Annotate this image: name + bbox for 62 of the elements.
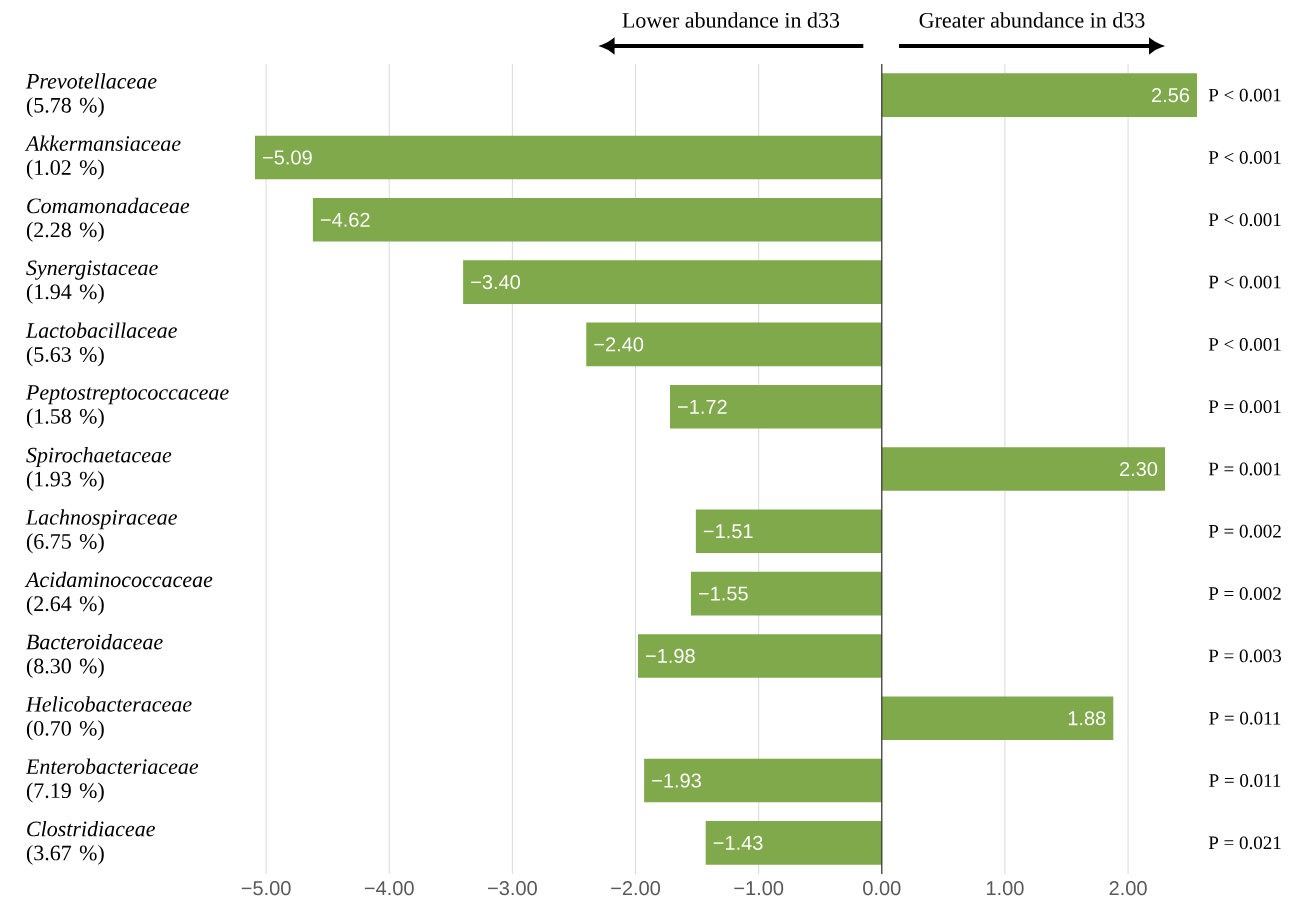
text: P = 0.001 bbox=[1208, 400, 1281, 414]
data-label: −3.40 bbox=[471, 275, 521, 290]
bar bbox=[669, 384, 882, 429]
data-label: −5.09 bbox=[263, 150, 312, 165]
bar bbox=[644, 758, 882, 803]
y-tick-label: Lachnospiraceae (6.75 %) bbox=[25, 509, 177, 554]
text: P < 0.001 bbox=[1208, 213, 1281, 227]
y-tick-label: Lactobacillaceae (5.63 %) bbox=[25, 322, 177, 367]
data-label: 1.88 bbox=[1068, 711, 1106, 726]
text: P = 0.011 bbox=[1209, 774, 1281, 788]
data-label: −1.43 bbox=[713, 835, 763, 850]
text: P < 0.001 bbox=[1208, 337, 1281, 351]
text: P < 0.001 bbox=[1208, 88, 1281, 102]
data-label: −1.93 bbox=[652, 773, 701, 788]
x-tick-label: −4.00 bbox=[364, 881, 414, 896]
bar bbox=[881, 73, 1198, 117]
bar bbox=[312, 197, 882, 242]
y-tick-label: Peptostreptococcaceae (1.58 %) bbox=[25, 385, 229, 429]
text: P = 0.001 bbox=[1208, 462, 1281, 476]
x-tick-label: 1.00 bbox=[987, 881, 1024, 896]
bar bbox=[705, 821, 882, 865]
text: P = 0.002 bbox=[1208, 587, 1281, 601]
y-tick-label: Akkermansiaceae (1.02 %) bbox=[24, 135, 181, 180]
bar bbox=[690, 571, 882, 616]
bar bbox=[586, 322, 882, 367]
y-tick-label: Spirochaetaceae (1.93 %) bbox=[26, 447, 172, 491]
data-label: −4.62 bbox=[320, 212, 370, 227]
text: P = 0.002 bbox=[1208, 524, 1281, 538]
data-label: 2.56 bbox=[1152, 88, 1190, 103]
data-label: 2.30 bbox=[1120, 461, 1158, 477]
y-tick-label: Enterobacteriaceae (7.19 %) bbox=[25, 758, 199, 803]
x-tick-label: −1.00 bbox=[734, 881, 784, 896]
y-tick-label: Prevotellaceae (5.78 %) bbox=[25, 73, 157, 118]
data-label: −1.51 bbox=[703, 524, 753, 539]
y-tick-label: Synergistaceae (1.94 %) bbox=[26, 260, 158, 304]
x-tick-label: 2.00 bbox=[1109, 881, 1147, 896]
bar bbox=[255, 135, 882, 180]
bar bbox=[463, 260, 882, 304]
text: P = 0.003 bbox=[1208, 649, 1282, 663]
y-tick-label: Comamonadaceae (2.28 %) bbox=[26, 197, 190, 242]
text: P = 0.021 bbox=[1208, 836, 1281, 850]
text: P = 0.011 bbox=[1209, 711, 1281, 725]
x-tick-label: −5.00 bbox=[241, 881, 291, 896]
text: P < 0.001 bbox=[1208, 151, 1281, 164]
y-tick-label: Bacteroidaceae (8.30 %) bbox=[26, 633, 163, 678]
bar bbox=[881, 447, 1166, 491]
x-tick-label: 0.00 bbox=[863, 881, 901, 896]
bar bbox=[881, 696, 1114, 741]
x-tick-label: −2.00 bbox=[611, 881, 661, 896]
bar bbox=[637, 634, 882, 678]
bar bbox=[695, 509, 882, 554]
y-tick-label: Helicobacteraceae (0.70 %) bbox=[25, 696, 192, 741]
text: Lower abundance in d33 bbox=[622, 12, 840, 28]
text: P < 0.001 bbox=[1208, 275, 1281, 289]
text: Greater abundance in d33 bbox=[919, 12, 1145, 28]
data-label: −1.55 bbox=[698, 586, 748, 601]
data-label: −1.98 bbox=[646, 648, 695, 664]
x-tick-label: −3.00 bbox=[488, 881, 537, 896]
data-label: −1.72 bbox=[678, 399, 727, 414]
data-label: −2.40 bbox=[594, 337, 644, 352]
y-tick-label: Acidaminococcaceae (2.64 %) bbox=[24, 571, 213, 616]
y-tick-label: Clostridiaceae (3.67 %) bbox=[26, 820, 155, 865]
